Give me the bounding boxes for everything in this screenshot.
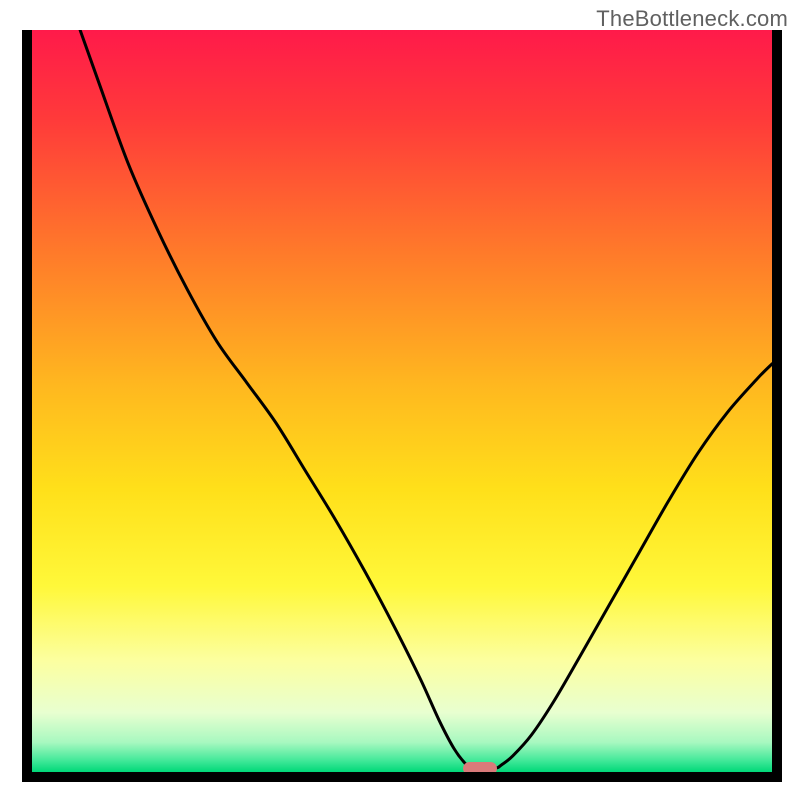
plot-outer-frame xyxy=(22,30,782,782)
bottleneck-curve xyxy=(32,30,772,772)
plot-area xyxy=(32,30,772,772)
minimum-marker xyxy=(463,762,497,772)
watermark-text: TheBottleneck.com xyxy=(596,6,788,32)
bottleneck-chart: TheBottleneck.com xyxy=(0,0,800,800)
